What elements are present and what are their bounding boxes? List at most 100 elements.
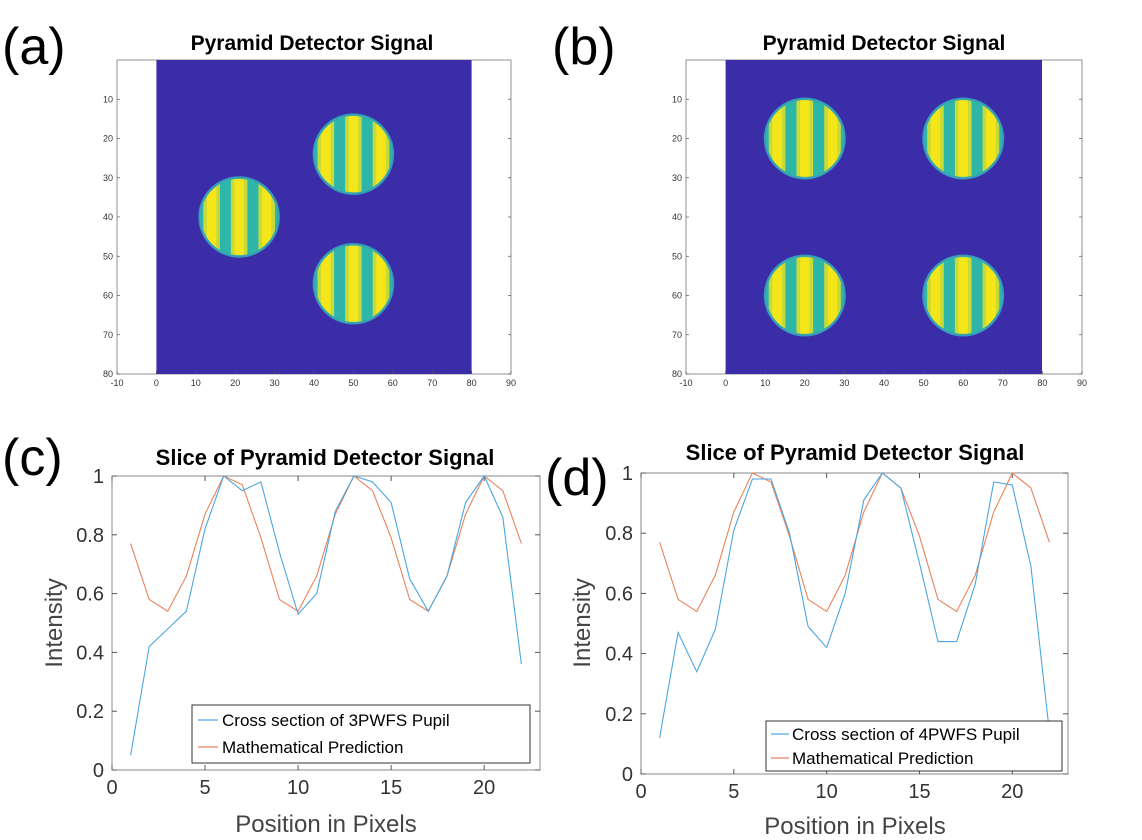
y-tick-label: 0.2 xyxy=(76,701,104,723)
pupil-a-3 xyxy=(312,242,395,325)
x-tick-label: 70 xyxy=(427,378,437,388)
x-tick-label: 90 xyxy=(506,378,516,388)
x-tick-label: 20 xyxy=(230,378,240,388)
x-tick-label: 20 xyxy=(1001,781,1023,803)
y-tick-label: 70 xyxy=(672,330,682,340)
fringe-core xyxy=(930,99,941,178)
pupil-b-2 xyxy=(922,97,1005,180)
x-tick-label: 10 xyxy=(816,781,838,803)
y-tick-label: 40 xyxy=(672,212,682,222)
fringe-core xyxy=(958,256,968,335)
fringe-core xyxy=(986,256,996,335)
pupil-fringes xyxy=(203,178,275,256)
y-tick-label: 30 xyxy=(672,173,682,183)
y-tick-label: 20 xyxy=(103,134,113,144)
y-tick-label: 1 xyxy=(622,463,633,485)
pupil-fringes xyxy=(768,256,841,335)
y-tick-label: 40 xyxy=(103,212,113,222)
fringe-core xyxy=(772,256,782,335)
x-tick-label: 15 xyxy=(380,777,402,799)
x-tick-label: 15 xyxy=(908,781,930,803)
y-tick-label: 0.4 xyxy=(76,642,104,664)
x-tick-label: 0 xyxy=(106,777,117,799)
line-chart-panel-d: Slice of Pyramid Detector Signal 0 5 10 15 2… xyxy=(569,440,1069,840)
y-tick-label: 0 xyxy=(93,760,104,782)
fringe-core xyxy=(827,99,838,178)
pupil-fringes xyxy=(317,115,390,193)
pupil-rim xyxy=(922,97,1005,180)
pupil-a-1 xyxy=(312,113,395,196)
x-axis-label-c: Position in Pixels xyxy=(235,811,416,838)
y-tick-label: 0.4 xyxy=(605,644,633,666)
fringe-core xyxy=(800,99,810,178)
pupil-rim xyxy=(198,176,280,258)
y-tick-label: 0.6 xyxy=(76,584,104,606)
x-tick-label: -10 xyxy=(110,378,123,388)
y-tick-label: 50 xyxy=(672,251,682,261)
pupil-fringes xyxy=(317,245,390,323)
x-tick-label: 60 xyxy=(388,378,398,388)
fringe-core xyxy=(986,99,996,178)
fringe-core xyxy=(348,245,359,323)
y-tick-label: 60 xyxy=(672,291,682,301)
fringe-core xyxy=(234,178,244,256)
series-line-measured-d xyxy=(659,472,1050,738)
pupil-rim xyxy=(763,97,846,180)
fringe-core xyxy=(958,99,968,178)
x-tick-label: 30 xyxy=(270,378,280,388)
fringe-core xyxy=(321,245,331,323)
y-tick-label: 10 xyxy=(103,94,113,104)
line-chart-panel-c: Slice of Pyramid Detector Signal 0 5 10 15 2… xyxy=(41,445,541,838)
y-tick-label: 0.2 xyxy=(605,704,633,726)
heatmap-title-b: Pyramid Detector Signal xyxy=(763,32,1006,55)
pupil-b-1 xyxy=(763,97,846,180)
fringe-core xyxy=(930,256,941,335)
legend-d: Cross section of 4PWFS Pupil Mathematica… xyxy=(765,720,1063,772)
pupil-fringes xyxy=(768,99,841,178)
fringe-core xyxy=(376,245,386,323)
y-tick-label: 0.8 xyxy=(76,525,104,547)
x-tick-label: 30 xyxy=(839,378,849,388)
fringe-core xyxy=(321,115,331,193)
series-line-prediction-c xyxy=(130,475,522,612)
panel-label-b: (b) xyxy=(552,18,616,76)
panel-label-d: (d) xyxy=(545,449,609,507)
fringe-core xyxy=(348,115,359,193)
pupil-rim xyxy=(763,254,846,337)
fringe-core xyxy=(827,256,838,335)
panel-label-c: (c) xyxy=(2,429,63,487)
x-tick-label: 0 xyxy=(154,378,159,388)
y-tick-label: 80 xyxy=(672,369,682,379)
fringe-core xyxy=(262,178,272,256)
pupil-b-3 xyxy=(763,254,846,337)
x-tick-label: 0 xyxy=(635,781,646,803)
y-tick-label: 0.8 xyxy=(605,523,633,545)
y-tick-label: 0 xyxy=(622,764,633,786)
legend-box-c xyxy=(191,704,531,764)
line-chart-title-d: Slice of Pyramid Detector Signal xyxy=(686,440,1025,465)
x-tick-label: 70 xyxy=(998,378,1008,388)
y-tick-label: 20 xyxy=(672,134,682,144)
x-tick-label: 10 xyxy=(191,378,201,388)
heatmap-panel-b: Pyramid Detector Signal -10 0 10 20 30 40 50 60… xyxy=(672,32,1087,388)
y-tick-label: 10 xyxy=(672,94,682,104)
y-tick-label: 70 xyxy=(103,330,113,340)
heatmap-title-a: Pyramid Detector Signal xyxy=(191,32,434,55)
pupil-rim xyxy=(312,113,395,195)
heatmap-panel-a: Pyramid Detector Signal -10 0 10 20 30 40 50 60… xyxy=(103,32,516,388)
x-tick-label: 60 xyxy=(958,378,968,388)
legend-label-series2-d: Mathematical Prediction xyxy=(792,749,973,768)
fringe-core xyxy=(800,256,810,335)
pupil-a-2 xyxy=(198,176,281,258)
x-tick-label: 40 xyxy=(879,378,889,388)
y-tick-label: 1 xyxy=(93,466,104,488)
x-tick-label: 5 xyxy=(199,777,210,799)
x-tick-label: 90 xyxy=(1077,378,1087,388)
legend-label-series1-d: Cross section of 4PWFS Pupil xyxy=(792,725,1020,744)
pupil-rim xyxy=(922,254,1005,337)
fringe-core xyxy=(206,178,217,256)
y-axis-label-d: Intensity xyxy=(569,578,596,667)
legend-c: Cross section of 3PWFS Pupil Mathematica… xyxy=(191,704,531,764)
line-chart-title-c: Slice of Pyramid Detector Signal xyxy=(156,445,495,470)
